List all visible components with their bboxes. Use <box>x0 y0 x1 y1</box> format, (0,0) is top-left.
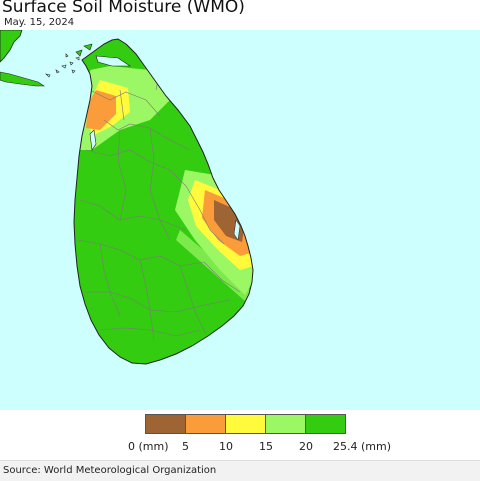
legend: 0 (mm) 5 10 15 20 25.4 (mm) <box>0 414 480 458</box>
legend-label-15: 15 <box>259 440 273 453</box>
map-area[interactable] <box>0 30 480 410</box>
sri-lanka-soil-moisture-map <box>0 30 480 410</box>
legend-label-10: 10 <box>219 440 233 453</box>
legend-swatch-10-15 <box>225 414 266 434</box>
orange-nw <box>86 90 116 130</box>
legend-swatch-20-25 <box>305 414 346 434</box>
map-date: May. 15, 2024 <box>4 17 75 28</box>
map-title: Surface Soil Moisture (WMO) <box>2 0 245 17</box>
legend-label-25: 25.4 (mm) <box>333 440 392 453</box>
footer: Source: World Meteorological Organizatio… <box>0 460 480 481</box>
adams-bridge-islets <box>45 53 80 78</box>
northern-islands <box>75 43 93 57</box>
puttalam-lagoon <box>89 129 97 151</box>
batticaloa-lagoon <box>233 219 241 241</box>
sri-lanka-coastline <box>73 38 254 365</box>
legend-label-0: 0 (mm) <box>128 440 169 453</box>
legend-label-5: 5 <box>182 440 189 453</box>
jaffna-lagoon <box>95 55 131 67</box>
legend-swatch-5-10 <box>185 414 226 434</box>
legend-label-20: 20 <box>299 440 313 453</box>
legend-swatch-15-20 <box>265 414 306 434</box>
source-credit: Source: World Meteorological Organizatio… <box>3 465 217 476</box>
ocean <box>0 30 480 410</box>
india-landmass <box>0 30 23 63</box>
rameswaram-island <box>0 71 45 87</box>
legend-swatch-0-5 <box>145 414 186 434</box>
